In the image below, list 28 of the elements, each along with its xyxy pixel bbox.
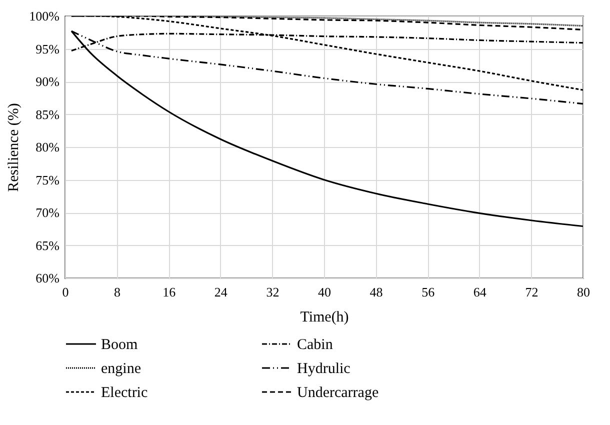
x-tick-label: 80 <box>577 284 590 300</box>
y-tick-label: 75% <box>36 172 60 188</box>
y-tick-label: 70% <box>36 205 60 220</box>
x-tick-label: 64 <box>473 284 487 300</box>
x-tick-label: 16 <box>162 284 176 300</box>
x-tick-label: 56 <box>422 284 436 300</box>
y-tick-label: 90% <box>36 74 60 89</box>
x-tick-label: 8 <box>114 284 121 300</box>
y-tick-label: 65% <box>36 238 60 253</box>
legend-label: Undercarrage <box>297 385 379 401</box>
y-tick-label: 80% <box>36 140 60 154</box>
x-tick-label: 32 <box>266 284 280 300</box>
x-axis-title: Time(h) <box>300 310 349 326</box>
x-tick-label: 24 <box>214 284 228 300</box>
legend-label: Cabin <box>297 337 334 353</box>
y-axis-title: Resilience (%) <box>6 103 22 192</box>
y-tick-label: 60% <box>36 270 60 286</box>
legend-label: Electric <box>101 385 148 401</box>
x-tick-label: 48 <box>370 284 383 300</box>
x-tick-label: 40 <box>318 284 331 300</box>
legend-label: engine <box>101 361 142 377</box>
x-tick-label: 0 <box>62 284 69 300</box>
legend-label: Boom <box>101 337 138 353</box>
x-tick-label: 72 <box>525 284 538 300</box>
y-tick-label: 85% <box>36 106 60 122</box>
y-tick-label: 95% <box>36 41 60 56</box>
legend-label: Hydrulic <box>297 361 351 377</box>
y-tick-label: 100% <box>29 8 60 24</box>
